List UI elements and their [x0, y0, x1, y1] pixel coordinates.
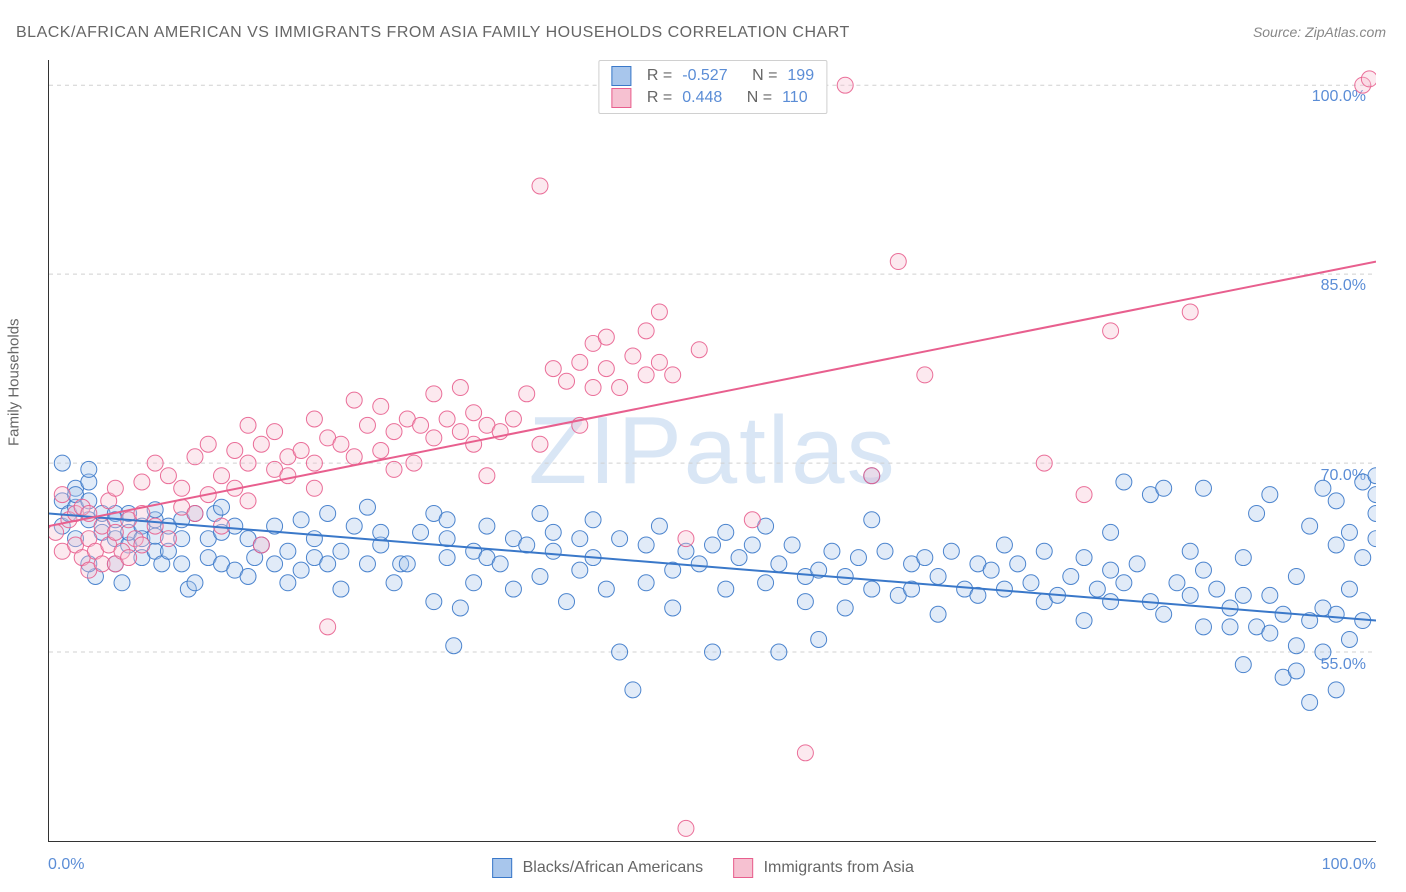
legend-label: Blacks/African Americans	[523, 859, 704, 876]
r-value: -0.527	[682, 65, 727, 87]
n-value: 199	[787, 65, 814, 87]
legend-item: Blacks/African Americans	[492, 858, 703, 878]
n-value: 110	[782, 87, 808, 109]
y-axis-label: Family Households	[6, 318, 23, 446]
legend-row: R = 0.448 N = 110	[611, 87, 814, 109]
r-value: 0.448	[682, 87, 722, 109]
legend-row: R = -0.527 N = 199	[611, 65, 814, 87]
source-label: Source: ZipAtlas.com	[1253, 24, 1386, 40]
source-prefix: Source:	[1253, 24, 1305, 40]
r-label: R =	[647, 65, 672, 87]
chart-svg	[49, 60, 1376, 841]
swatch-icon	[611, 66, 631, 86]
correlation-legend: R = -0.527 N = 199 R = 0.448 N = 110	[598, 60, 827, 114]
swatch-icon	[733, 858, 753, 878]
plot-area: ZIPatlas R = -0.527 N = 199 R = 0.448 N …	[48, 60, 1376, 842]
swatch-icon	[492, 858, 512, 878]
legend-item: Immigrants from Asia	[733, 858, 914, 878]
r-label: R =	[647, 87, 672, 109]
source-link[interactable]: ZipAtlas.com	[1305, 24, 1386, 40]
n-label: N =	[747, 87, 772, 109]
legend-label: Immigrants from Asia	[764, 859, 914, 876]
n-label: N =	[752, 65, 777, 87]
swatch-icon	[611, 88, 631, 108]
chart-title: BLACK/AFRICAN AMERICAN VS IMMIGRANTS FRO…	[16, 24, 850, 42]
x-max-label: 100.0%	[1322, 856, 1376, 874]
legend-bottom: Blacks/African Americans Immigrants from…	[492, 858, 914, 878]
x-min-label: 0.0%	[48, 856, 84, 874]
